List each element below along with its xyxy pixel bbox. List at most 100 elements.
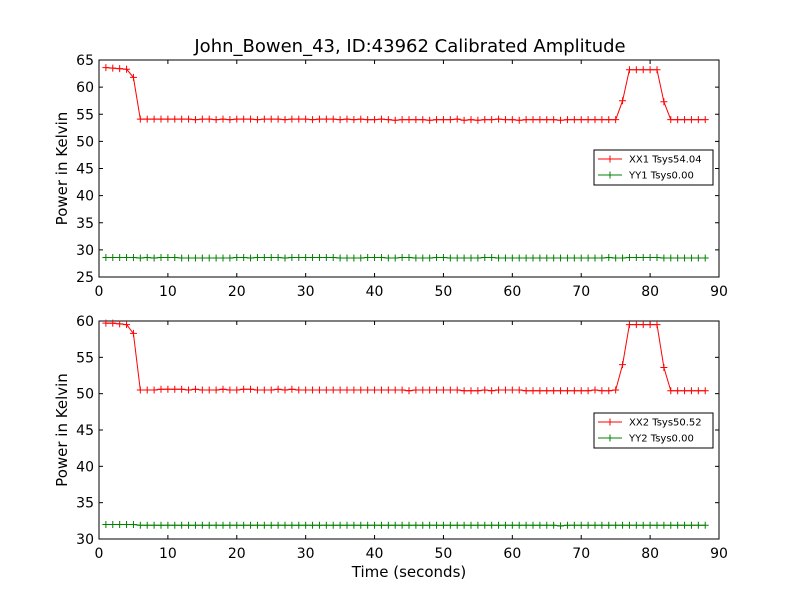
data-point — [240, 521, 248, 529]
data-point — [295, 521, 303, 529]
data-point — [336, 254, 344, 262]
data-point — [453, 115, 461, 123]
x-tick-label: 20 — [228, 546, 246, 562]
data-point — [267, 115, 275, 123]
data-point — [488, 116, 496, 124]
data-point — [653, 66, 661, 74]
data-point — [625, 66, 633, 74]
data-point — [267, 253, 275, 261]
data-point — [185, 115, 193, 123]
data-point — [433, 386, 441, 394]
data-point — [288, 385, 296, 393]
data-point — [123, 65, 131, 73]
data-point — [322, 253, 330, 261]
legend-label: YY1 Tsys0.00 — [628, 171, 694, 182]
data-point — [660, 98, 668, 106]
data-point — [653, 253, 661, 261]
data-point — [198, 521, 206, 529]
data-point — [550, 387, 558, 395]
data-point — [446, 254, 454, 262]
data-point — [171, 253, 179, 261]
data-point — [598, 116, 606, 124]
data-point — [309, 386, 317, 394]
data-point — [302, 386, 310, 394]
data-point — [667, 116, 675, 124]
data-point — [309, 253, 317, 261]
data-point — [129, 520, 137, 528]
series-xx2 — [102, 319, 709, 395]
data-point — [398, 386, 406, 394]
data-point — [570, 116, 578, 124]
data-point — [226, 386, 234, 394]
chart-title: John_Bowen_43, ID:43962 Calibrated Ampli… — [193, 36, 625, 57]
data-point — [260, 115, 268, 123]
data-point — [591, 521, 599, 529]
data-point — [205, 115, 213, 123]
x-tick-label: 30 — [297, 546, 315, 562]
data-point — [315, 521, 323, 529]
data-point — [522, 254, 530, 262]
data-point — [109, 253, 117, 261]
data-point — [674, 521, 682, 529]
data-point — [460, 387, 468, 395]
legend-swatch-marker — [606, 155, 614, 163]
data-point — [646, 66, 654, 74]
data-point — [364, 253, 372, 261]
plot-panel-2: 0 10 20 30 40 50 60 70 80 90 30 35 40 45 50 55 60 Power i… — [53, 314, 728, 581]
data-point — [653, 321, 661, 329]
plot-panel-1: 0 10 20 30 40 50 60 70 80 90 25 30 35 40 45 50 55 60 65 Pow… — [53, 53, 728, 300]
x-tick-label: 80 — [641, 284, 659, 300]
data-point — [522, 521, 530, 529]
legend-item: XX1 Tsys54.04 — [598, 155, 702, 166]
data-point — [343, 115, 351, 123]
y-tick-label: 35 — [76, 216, 94, 232]
data-point — [639, 253, 647, 261]
data-point — [350, 254, 358, 262]
data-point — [550, 521, 558, 529]
data-point — [474, 254, 482, 262]
data-point — [136, 254, 144, 262]
y-tick-label: 30 — [76, 532, 94, 548]
data-point — [701, 387, 709, 395]
data-point — [302, 521, 310, 529]
data-point — [247, 254, 255, 262]
data-point — [563, 387, 571, 395]
data-point — [481, 116, 489, 124]
data-point — [501, 521, 509, 529]
data-point — [391, 116, 399, 124]
data-point — [681, 521, 689, 529]
data-point — [619, 521, 627, 529]
data-point — [501, 116, 509, 124]
data-point — [660, 364, 668, 372]
data-point — [377, 253, 385, 261]
data-point — [460, 116, 468, 124]
data-point — [529, 254, 537, 262]
data-point — [116, 520, 124, 528]
data-point — [536, 254, 544, 262]
data-point — [226, 254, 234, 262]
data-point — [501, 254, 509, 262]
data-point — [274, 521, 282, 529]
data-point — [384, 386, 392, 394]
data-point — [240, 115, 248, 123]
legend-item: YY1 Tsys0.00 — [598, 171, 694, 182]
data-point — [563, 254, 571, 262]
x-tick-label: 60 — [503, 284, 521, 300]
data-point — [646, 521, 654, 529]
data-point — [315, 386, 323, 394]
data-point — [577, 521, 585, 529]
data-point — [371, 253, 379, 261]
y-axis-label: Power in Kelvin — [53, 112, 71, 226]
data-point — [171, 521, 179, 529]
x-tick-label: 30 — [297, 284, 315, 300]
data-point — [150, 521, 158, 529]
data-point — [233, 253, 241, 261]
data-point — [605, 253, 613, 261]
data-point — [598, 254, 606, 262]
data-point — [488, 253, 496, 261]
data-point — [439, 386, 447, 394]
data-point — [329, 115, 337, 123]
data-point — [109, 520, 117, 528]
data-point — [460, 521, 468, 529]
x-tick-label: 90 — [710, 546, 728, 562]
